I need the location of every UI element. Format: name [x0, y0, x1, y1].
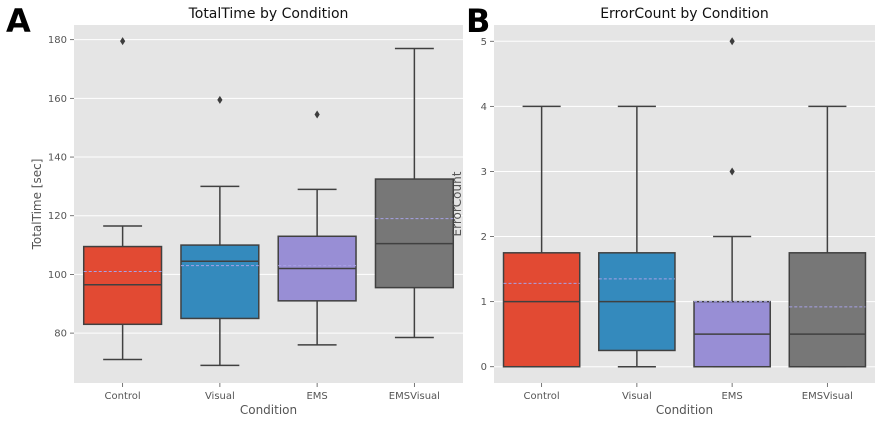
box-iqr [788, 252, 867, 368]
x-tick-label: Visual [205, 391, 235, 402]
x-tick-label: EMS [306, 391, 327, 402]
box-ems [693, 37, 771, 368]
x-tick-label: Visual [622, 391, 652, 402]
y-tick-label: 160 [48, 94, 67, 105]
y-tick-label: 1 [481, 297, 487, 308]
box-control [502, 105, 581, 368]
box-visual [180, 95, 260, 367]
y-tick-label: 100 [48, 270, 67, 281]
box-visual [598, 105, 676, 368]
y-tick-label: 2 [481, 232, 487, 243]
outlier-point [314, 110, 320, 119]
y-tick-label: 5 [481, 37, 487, 48]
y-tick-label: 4 [481, 102, 487, 113]
box-iqr [374, 178, 455, 289]
box-ems [277, 110, 357, 346]
outlier-point [729, 37, 735, 46]
box-control [82, 37, 163, 361]
box-iqr [180, 244, 260, 320]
panel-letter: A [6, 2, 31, 40]
y-tick-label: 0 [481, 362, 487, 373]
x-tick-label: EMSVisual [389, 391, 440, 402]
y-tick-label: 180 [48, 35, 67, 46]
outlier-point [729, 167, 735, 176]
x-tick-label: EMSVisual [802, 391, 853, 402]
x-tick-label: Control [105, 391, 141, 402]
y-axis-label: TotalTime [sec] [30, 159, 44, 251]
box-emsvisual [788, 105, 867, 368]
y-axis-label: ErrorCount [450, 171, 464, 236]
chart-panel-b: 0 1 2 3 4 5 Control Visual EMS EMSVisual ErrorCoun… [450, 2, 875, 417]
y-tick-label: 140 [48, 153, 67, 164]
x-tick-label: Control [524, 391, 560, 402]
outlier-point [120, 37, 126, 46]
chart-panel-a: 80 100 120 140 160 180 Control Visual EMS EMSVisu… [6, 2, 463, 417]
x-axis-label: Condition [240, 403, 297, 417]
y-tick-label: 120 [48, 211, 67, 222]
chart-title: ErrorCount by Condition [600, 6, 769, 22]
x-axis-label: Condition [656, 403, 713, 417]
chart-title: TotalTime by Condition [188, 6, 349, 22]
x-tick-label: EMS [721, 391, 742, 402]
y-tick-label: 80 [54, 329, 67, 340]
box-emsvisual [374, 47, 455, 339]
box-iqr [502, 252, 581, 368]
y-tick-label: 3 [481, 167, 487, 178]
panel-letter: B [466, 2, 490, 40]
outlier-point [217, 95, 223, 104]
